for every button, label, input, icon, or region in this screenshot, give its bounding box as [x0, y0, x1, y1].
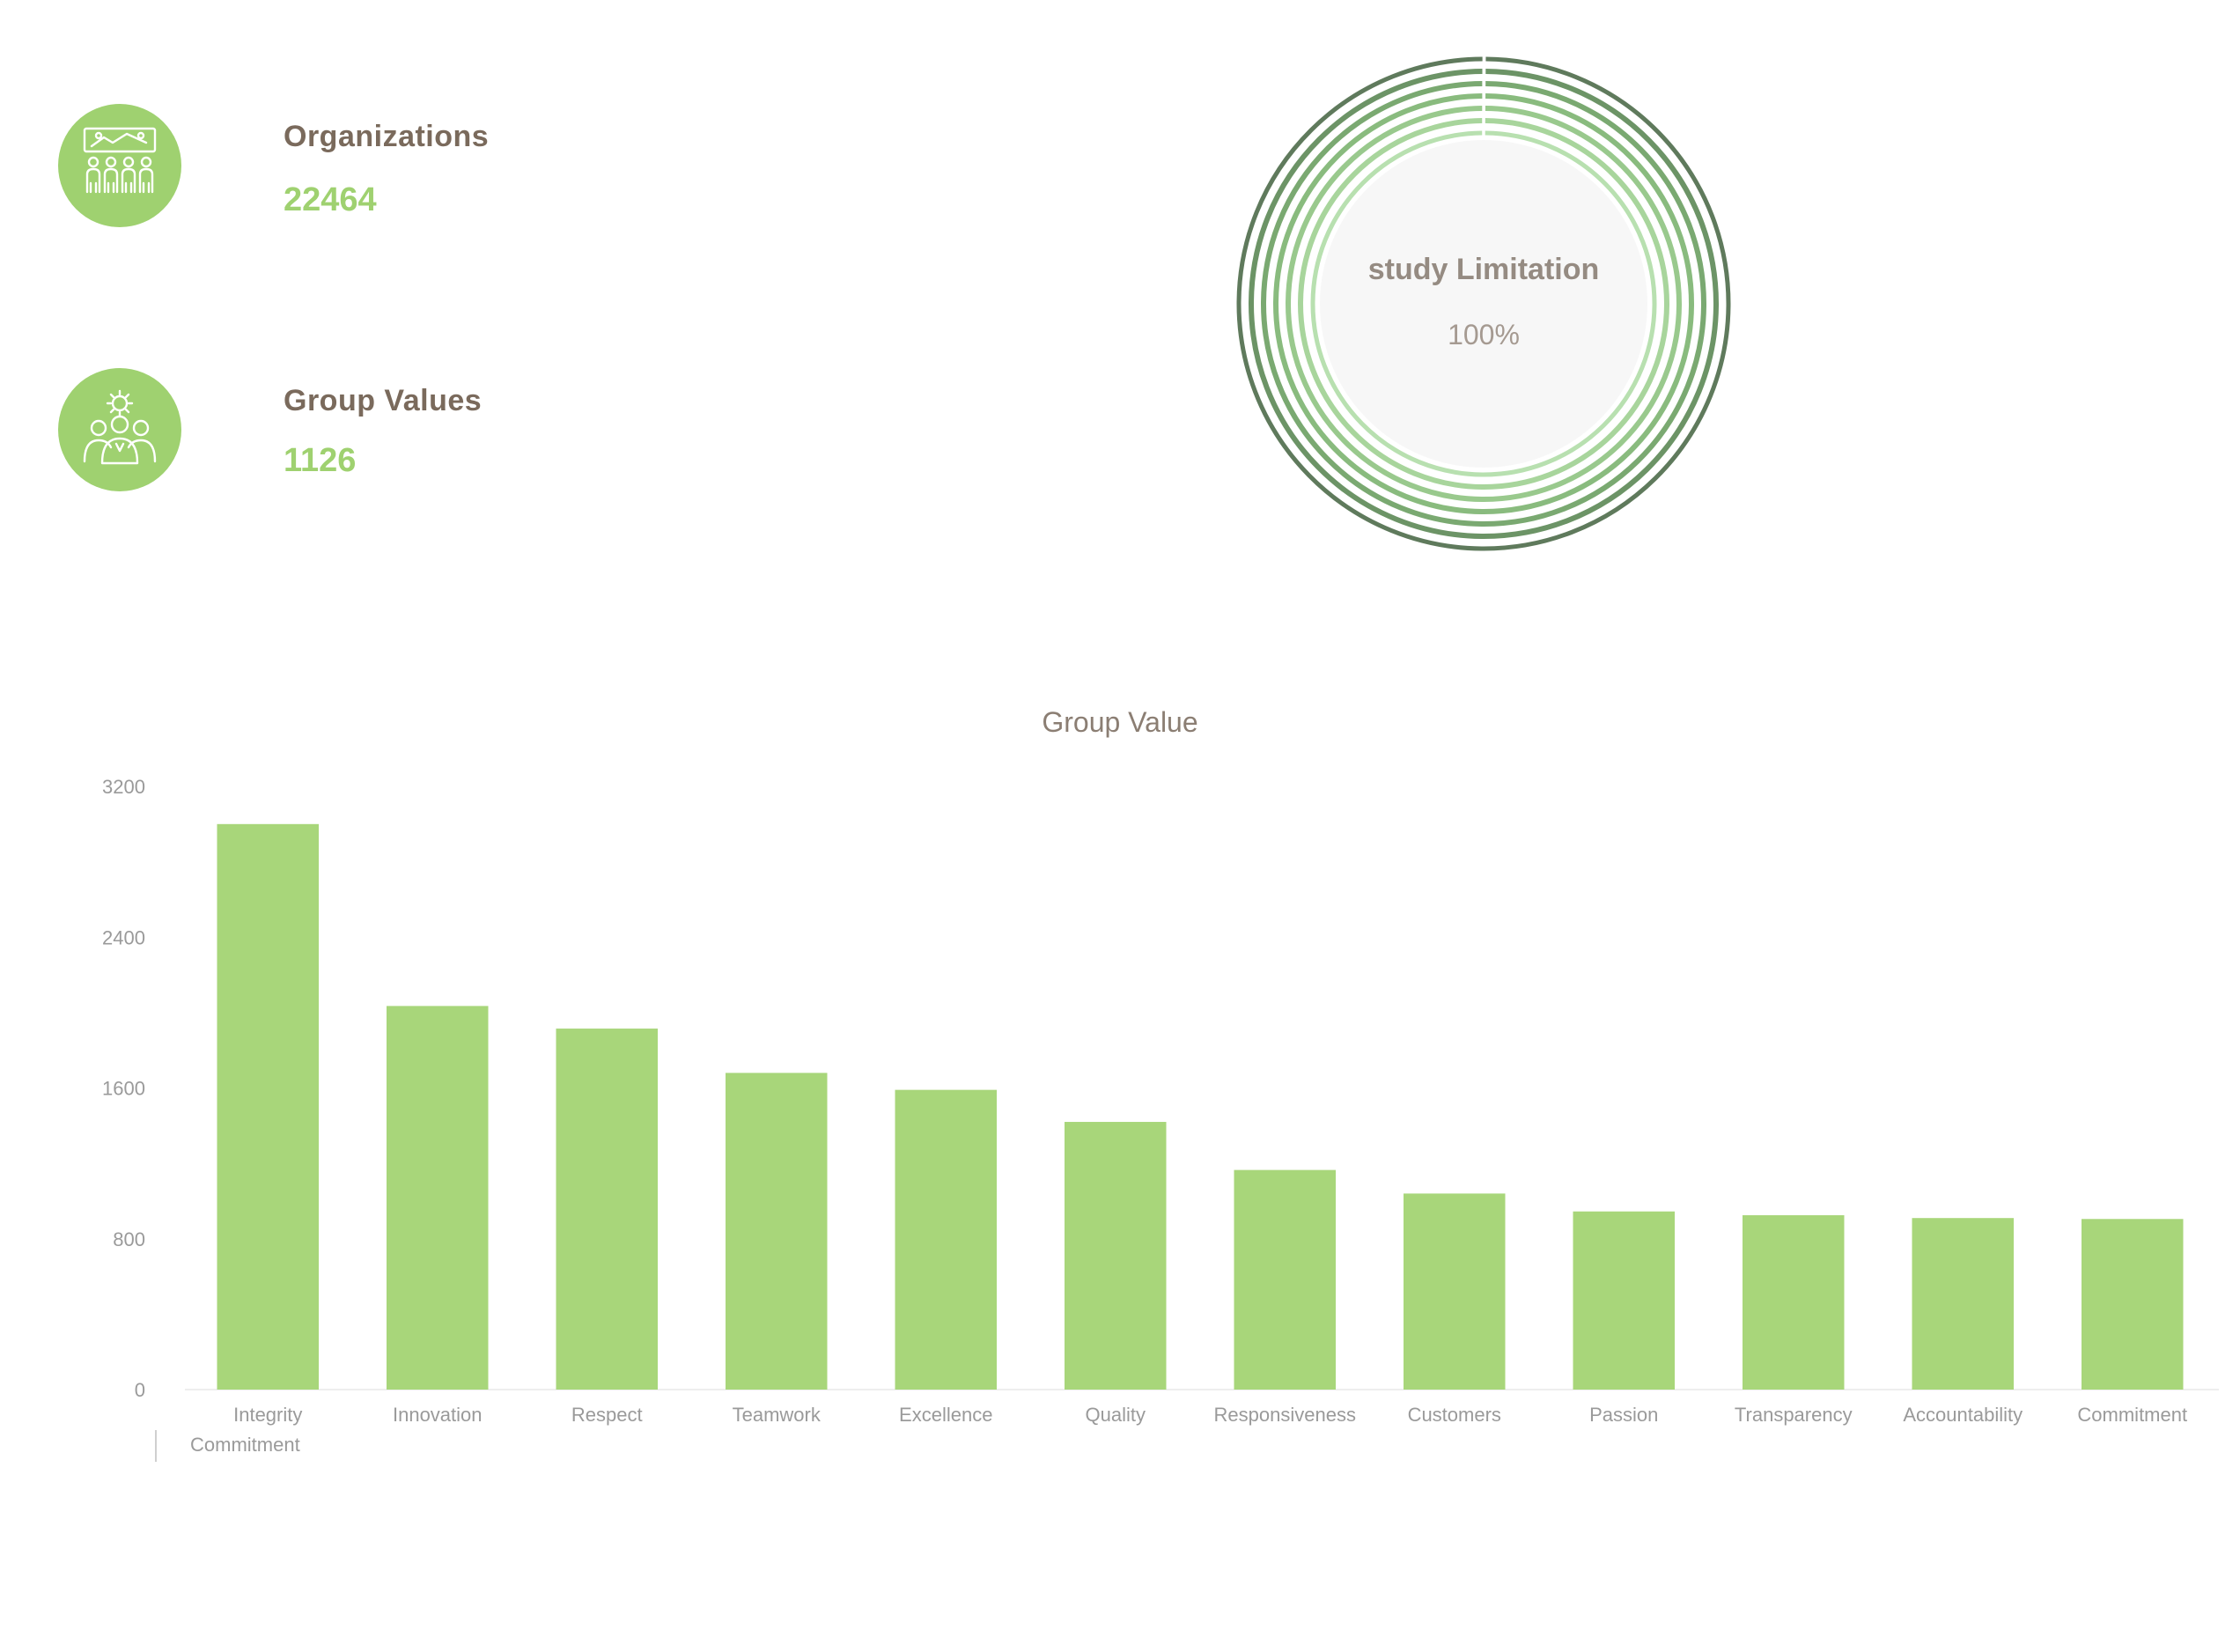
- y-tick-label: 2400: [102, 926, 145, 948]
- x-tick-label: Commitment: [2077, 1404, 2187, 1426]
- bar-accountability[interactable]: [1912, 1218, 2015, 1390]
- gauge-ring: [1236, 56, 1731, 551]
- x-tick-label: Responsiveness: [1214, 1404, 1356, 1426]
- x-tick-label: Teamwork: [733, 1404, 822, 1426]
- study-limitation-gauge: study Limitation 100%: [1233, 53, 1735, 555]
- gauge-title: study Limitation: [1367, 253, 1600, 286]
- x-tick-label: Passion: [1589, 1404, 1658, 1426]
- kpi-label: Group Values: [284, 384, 483, 417]
- x-tick-label: Transparency: [1735, 1404, 1853, 1426]
- legend-label: Commitment: [190, 1434, 300, 1456]
- y-tick-label: 3200: [102, 776, 145, 798]
- gauge-ring: [1261, 80, 1706, 527]
- group-values-people-icon: [58, 368, 181, 491]
- bar-innovation[interactable]: [387, 1006, 489, 1390]
- bar-respect[interactable]: [556, 1029, 659, 1390]
- group-value-bar-chart: 0 800 1600 2400 3200 Integrity Innovation Respe…: [102, 776, 2219, 1426]
- y-tick-label: 0: [135, 1379, 145, 1401]
- organization-people-icon: [58, 104, 181, 227]
- bar-customers[interactable]: [1404, 1193, 1506, 1390]
- bar-passion[interactable]: [1573, 1211, 1676, 1390]
- bar-commitment[interactable]: [2082, 1219, 2184, 1390]
- x-tick-label: Integrity: [233, 1404, 302, 1426]
- gauge-ring: [1273, 92, 1694, 514]
- legend-marker: [155, 1430, 157, 1462]
- kpi-value: 22464: [284, 181, 377, 218]
- y-tick-label: 800: [113, 1228, 145, 1250]
- x-tick-label: Innovation: [393, 1404, 483, 1426]
- bar-transparency[interactable]: [1743, 1214, 1845, 1390]
- kpi-label: Organizations: [284, 120, 490, 153]
- x-tick-label: Quality: [1086, 1404, 1146, 1426]
- kpi-value: 1126: [284, 442, 357, 479]
- x-tick-label: Respect: [571, 1404, 643, 1426]
- gauge-center: [1320, 140, 1647, 468]
- bar-quality[interactable]: [1065, 1122, 1167, 1390]
- bar-excellence[interactable]: [895, 1089, 998, 1390]
- gauge-rings: [1236, 56, 1731, 551]
- bar-integrity[interactable]: [217, 823, 320, 1390]
- y-tick-label: 1600: [102, 1078, 145, 1100]
- x-tick-label: Accountability: [1903, 1404, 2023, 1426]
- x-tick-label: Customers: [1408, 1404, 1501, 1426]
- chart-title: Group Value: [1042, 706, 1198, 738]
- gauge-ring: [1310, 130, 1657, 477]
- bar-teamwork[interactable]: [726, 1073, 828, 1390]
- gauge-ring: [1249, 68, 1719, 539]
- bar-responsiveness[interactable]: [1234, 1169, 1337, 1390]
- gauge-value: 100%: [1448, 319, 1520, 350]
- x-tick-label: Excellence: [899, 1404, 992, 1426]
